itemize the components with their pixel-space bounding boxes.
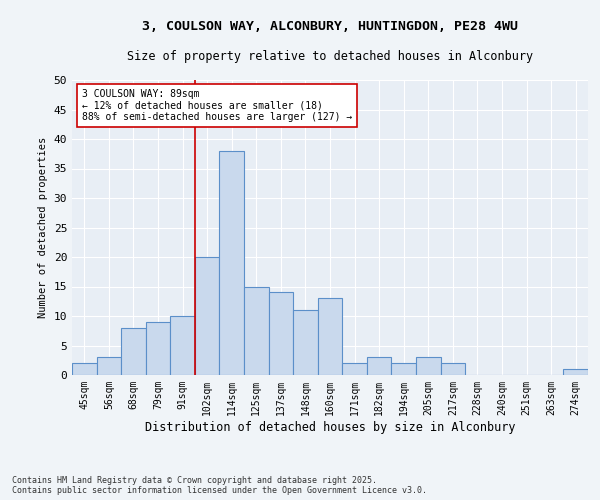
Bar [97, 358, 121, 375]
Bar [146, 322, 170, 375]
X-axis label: Distribution of detached houses by size in Alconbury: Distribution of detached houses by size … [145, 420, 515, 434]
Bar [220, 151, 244, 375]
Bar [563, 369, 588, 375]
Bar [416, 358, 440, 375]
Text: Contains HM Land Registry data © Crown copyright and database right 2025.
Contai: Contains HM Land Registry data © Crown c… [12, 476, 427, 495]
Bar [269, 292, 293, 375]
Bar [293, 310, 318, 375]
Bar [342, 363, 367, 375]
Y-axis label: Number of detached properties: Number of detached properties [38, 137, 48, 318]
Bar [367, 358, 391, 375]
Text: 3, COULSON WAY, ALCONBURY, HUNTINGDON, PE28 4WU: 3, COULSON WAY, ALCONBURY, HUNTINGDON, P… [142, 20, 518, 33]
Bar [72, 363, 97, 375]
Bar [244, 286, 269, 375]
Bar [195, 257, 220, 375]
Bar [440, 363, 465, 375]
Bar [170, 316, 195, 375]
Text: Size of property relative to detached houses in Alconbury: Size of property relative to detached ho… [127, 50, 533, 63]
Bar [121, 328, 146, 375]
Bar [318, 298, 342, 375]
Bar [391, 363, 416, 375]
Text: 3 COULSON WAY: 89sqm
← 12% of detached houses are smaller (18)
88% of semi-detac: 3 COULSON WAY: 89sqm ← 12% of detached h… [82, 89, 353, 122]
